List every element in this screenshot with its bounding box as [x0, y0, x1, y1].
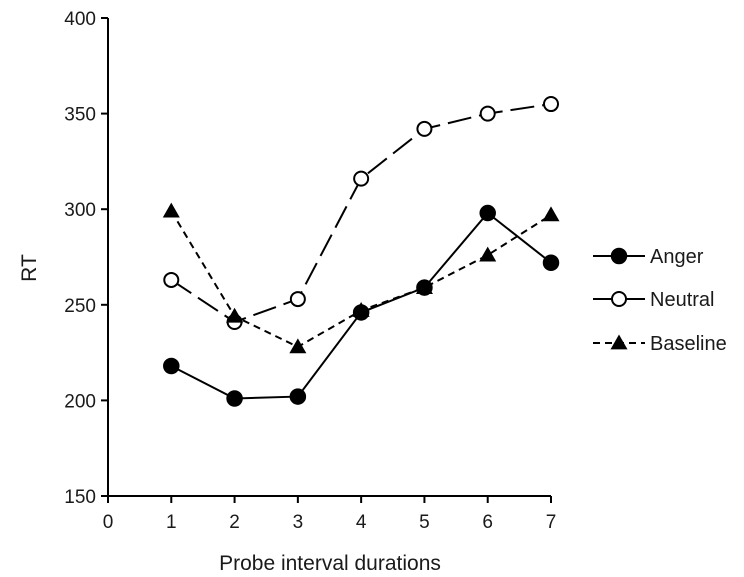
y-tick-label: 300 [64, 200, 96, 221]
x-tick-label: 5 [419, 512, 430, 533]
legend-label-neutral: Neutral [650, 289, 714, 311]
x-tick-label: 4 [356, 512, 367, 533]
data-point-baseline [352, 302, 370, 317]
series-lines [170, 103, 552, 400]
data-point-neutral [416, 120, 433, 137]
x-axis-ticks: 0 1 2 3 4 5 6 7 [103, 496, 557, 533]
y-tick-label: 350 [64, 105, 96, 126]
data-point-baseline [415, 279, 433, 294]
data-point-neutral [289, 291, 306, 308]
data-point-neutral [543, 96, 559, 113]
data-point-neutral [479, 105, 496, 122]
x-tick-label: 1 [166, 512, 177, 533]
data-point-baseline [542, 206, 560, 222]
y-tick-label: 250 [64, 296, 96, 317]
legend-marker-anger [610, 247, 628, 265]
data-point-baseline [226, 307, 244, 323]
data-point-neutral [163, 271, 180, 288]
data-point-baseline [289, 338, 307, 354]
data-point-anger [226, 390, 243, 407]
x-tick-label: 6 [482, 512, 493, 533]
legend-label-baseline: Baseline [650, 333, 727, 355]
y-tick-label: 400 [64, 9, 96, 30]
x-tick-label: 2 [229, 512, 240, 533]
legend: Anger Neutral Baseline [593, 246, 727, 355]
y-tick-label: 200 [64, 391, 96, 412]
y-axis-ticks: 150 200 250 300 350 400 [64, 9, 108, 508]
series-markers [162, 96, 560, 407]
y-tick-label: 150 [64, 487, 96, 508]
x-tick-label: 0 [103, 512, 114, 533]
legend-label-anger: Anger [650, 246, 704, 268]
data-point-baseline [162, 202, 180, 218]
data-point-anger [542, 254, 560, 271]
y-axis-title: RT [18, 254, 41, 282]
legend-marker-baseline [610, 334, 628, 350]
data-point-anger [163, 357, 180, 375]
data-point-baseline [479, 246, 497, 262]
legend-marker-neutral [611, 291, 627, 307]
x-tick-label: 7 [546, 512, 557, 533]
data-point-neutral [353, 170, 370, 187]
x-axis-title: Probe interval durations [219, 552, 441, 575]
data-point-anger [479, 204, 496, 222]
x-tick-label: 3 [293, 512, 304, 533]
data-point-anger [289, 388, 307, 405]
